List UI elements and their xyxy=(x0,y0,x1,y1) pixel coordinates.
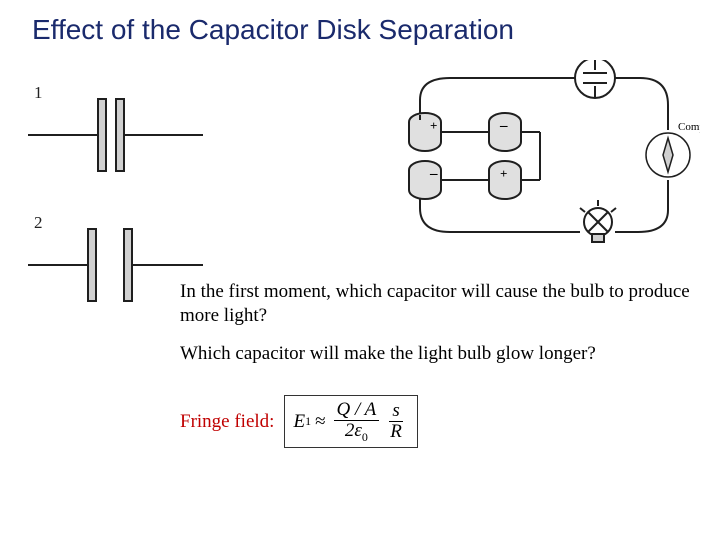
figure-label-2: 2 xyxy=(34,213,43,232)
compass-label: Compass xyxy=(678,121,700,133)
question-2: Which capacitor will make the light bulb… xyxy=(180,342,710,366)
plus-sign: + xyxy=(430,118,437,133)
fringe-label: Fringe field: xyxy=(180,411,274,433)
svg-text:–: – xyxy=(429,166,438,182)
svg-text:+: + xyxy=(500,166,507,181)
capacitor-symbol xyxy=(575,60,615,98)
fringe-formula: E1 ≈ Q / A 2ε0 s R xyxy=(284,395,417,448)
figure-label-1: 1 xyxy=(34,83,43,102)
circuit-diagram: + – – + Capacitor Compass xyxy=(380,60,700,255)
compass-icon xyxy=(646,133,690,177)
page-title: Effect of the Capacitor Disk Separation xyxy=(32,14,514,46)
fringe-field-row: Fringe field: E1 ≈ Q / A 2ε0 s R xyxy=(180,395,418,448)
minus-sign: – xyxy=(499,118,508,134)
capacitor-figure-1: 1 xyxy=(28,80,208,195)
lightbulb-icon xyxy=(580,200,616,242)
question-1: In the first moment, which capacitor wil… xyxy=(180,280,710,328)
